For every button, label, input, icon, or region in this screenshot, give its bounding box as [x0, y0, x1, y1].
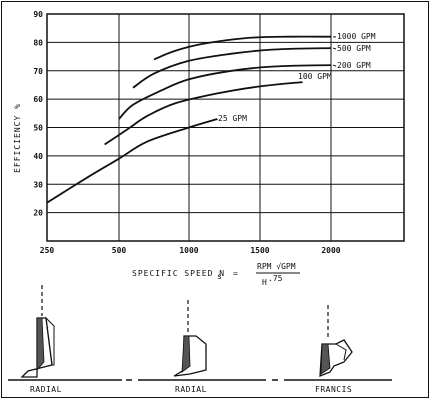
- y-tick-label: 60: [33, 95, 43, 104]
- formula-numerator: RPM √GPM: [257, 262, 296, 271]
- y-tick-label: 70: [33, 67, 43, 76]
- x-axis-label-subscript: s: [217, 272, 222, 281]
- x-axis-label: SPECIFIC SPEED N: [132, 269, 225, 278]
- efficiency-curve: [104, 81, 303, 146]
- radial-impeller-1: [20, 285, 55, 378]
- series-labels: 25 GPM 100 GPM 200 GPM 500 GPM 1000 GPM: [218, 32, 376, 123]
- formula-exponent: .75: [268, 274, 283, 283]
- efficiency-curve: [118, 64, 332, 120]
- series-label: 500 GPM: [337, 44, 371, 53]
- efficiency-curve: [153, 35, 332, 61]
- x-tick-label: 1000: [179, 246, 198, 255]
- impeller-shroud-1: [45, 316, 55, 366]
- y-tick-label: 20: [33, 209, 43, 218]
- impeller-hatch-2: [181, 335, 191, 373]
- y-tick-label: 40: [33, 152, 43, 161]
- formula-denominator: H: [262, 278, 267, 287]
- x-tick-label: 500: [112, 246, 127, 255]
- y-tick-label: 50: [33, 124, 43, 133]
- impeller-outline-3: [319, 339, 353, 377]
- impeller-label-1: RADIAL: [30, 385, 62, 394]
- impeller-hatch-3: [320, 343, 331, 375]
- efficiency-curve: [46, 118, 218, 204]
- efficiency-curves: [46, 35, 332, 204]
- efficiency-curve: [132, 47, 332, 89]
- series-label: 200 GPM: [337, 61, 371, 70]
- series-label: 25 GPM: [218, 114, 247, 123]
- impeller-label-3: FRANCIS: [315, 385, 352, 394]
- grid-lines: [46, 13, 405, 242]
- y-tick-label: 80: [33, 38, 43, 47]
- radial-impeller-2: [173, 300, 207, 377]
- y-axis-label: EFFICIENCY %: [13, 103, 22, 173]
- y-tick-label: 30: [33, 180, 43, 189]
- axis-ticks: 20 30 40 50 60 70 80 90 250 500 1000 1500 2000: [33, 10, 340, 255]
- series-label: 1000 GPM: [337, 32, 376, 41]
- impeller-sketches: RADIAL RADIAL FRANCIS: [8, 285, 392, 394]
- impeller-hatch-1: [36, 317, 45, 372]
- x-tick-label: 250: [40, 246, 55, 255]
- formula-equals: =: [233, 269, 238, 278]
- impeller-vane-3: [335, 343, 347, 361]
- x-tick-label: 2000: [321, 246, 340, 255]
- label-leader-line: [332, 64, 337, 67]
- y-tick-label: 90: [33, 10, 43, 19]
- impeller-label-2: RADIAL: [175, 385, 207, 394]
- francis-impeller: [319, 305, 353, 377]
- series-label: 100 GPM: [298, 72, 332, 81]
- x-tick-label: 1500: [250, 246, 269, 255]
- label-leader-line: [332, 47, 337, 50]
